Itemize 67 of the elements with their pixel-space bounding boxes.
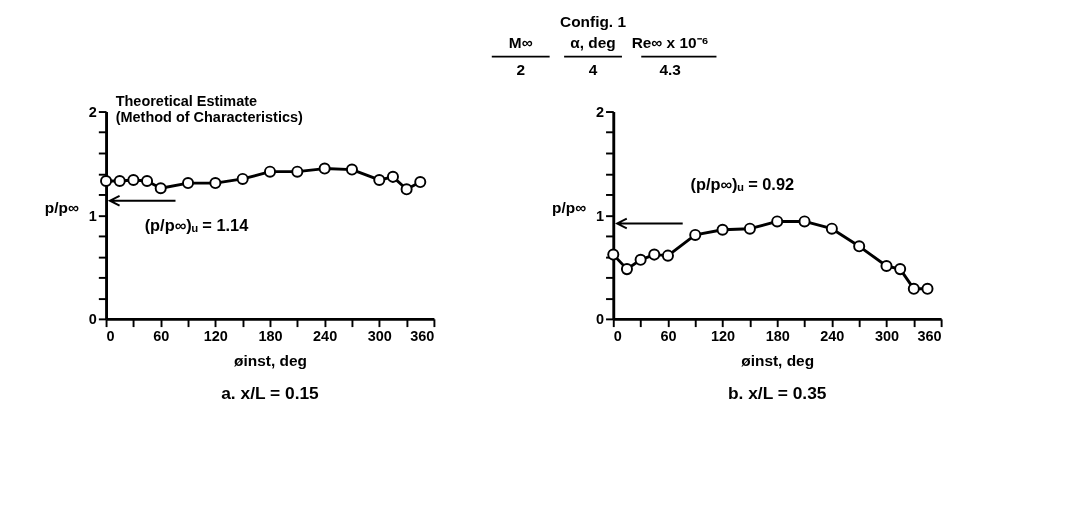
text: 2: [516, 60, 525, 78]
y-tick-label: 2: [596, 103, 605, 120]
point: [716, 223, 729, 236]
text: 4: [588, 60, 598, 78]
point: [154, 182, 167, 195]
x-tick-label: 180: [258, 327, 283, 344]
y-axis-title: p/p∞: [552, 198, 587, 216]
point: [894, 263, 907, 276]
x-axis-title: øinst, deg: [741, 351, 815, 369]
x-tick-label: 300: [367, 327, 392, 344]
point: [648, 248, 661, 261]
point: [209, 177, 222, 190]
y-tick-label: 1: [88, 207, 97, 224]
point: [263, 165, 277, 178]
text: α, deg: [570, 33, 616, 51]
point: [373, 173, 386, 186]
point: [141, 174, 154, 188]
x-tick-label: 300: [874, 327, 900, 344]
x-tick-label: 240: [313, 327, 338, 344]
x-tick-label: 0: [613, 327, 622, 344]
point: [634, 253, 647, 266]
y-tick-label: 0: [88, 311, 97, 328]
point: [620, 263, 633, 276]
point: [921, 282, 934, 295]
point: [661, 249, 674, 262]
x-tick-label: 60: [660, 327, 677, 344]
x-tick-label: 60: [153, 327, 170, 344]
point: [825, 222, 838, 235]
point: [318, 162, 331, 175]
point: [386, 170, 399, 183]
point: [880, 259, 893, 273]
x-tick-label: 120: [710, 327, 736, 344]
point: [798, 215, 811, 228]
x-tick-label: 180: [765, 327, 790, 344]
x-tick-label: 240: [820, 327, 845, 344]
point: [414, 176, 427, 189]
point: [689, 228, 702, 241]
x-tick-label: 120: [203, 327, 228, 344]
point: [907, 282, 920, 295]
y-tick-label: 2: [88, 103, 97, 120]
point: [100, 174, 113, 188]
text: 4.3: [659, 60, 682, 78]
x-tick-label: 360: [917, 327, 942, 344]
point: [771, 215, 784, 228]
ref-line-label: (p/p∞)ᵤ = 1.14: [144, 215, 250, 234]
point: [291, 165, 304, 178]
text: Re∞ x 10⁻⁶: [631, 33, 709, 51]
y-axis-title: p/p∞: [44, 198, 79, 216]
point: [345, 163, 358, 176]
point: [853, 240, 866, 253]
point: [127, 173, 140, 186]
y-tick-label: 1: [596, 207, 605, 224]
text: M∞: [508, 33, 533, 51]
text: a. x/L = 0.15: [221, 382, 320, 403]
point: [182, 177, 195, 190]
x-tick-label: 0: [106, 327, 115, 344]
point: [743, 222, 756, 235]
text: Config. 1: [560, 12, 627, 30]
point: [400, 183, 413, 196]
text: b. x/L = 0.35: [727, 382, 827, 403]
point: [236, 172, 249, 185]
x-tick-label: 360: [410, 327, 435, 344]
ref-line-label: (p/p∞)ᵤ = 0.92: [690, 174, 795, 193]
point: [113, 174, 126, 188]
annotation: Theoretical Estimate (Method of Characteristics): [115, 92, 304, 126]
y-tick-label: 0: [596, 311, 605, 328]
x-axis-title: øinst, deg: [234, 351, 307, 369]
